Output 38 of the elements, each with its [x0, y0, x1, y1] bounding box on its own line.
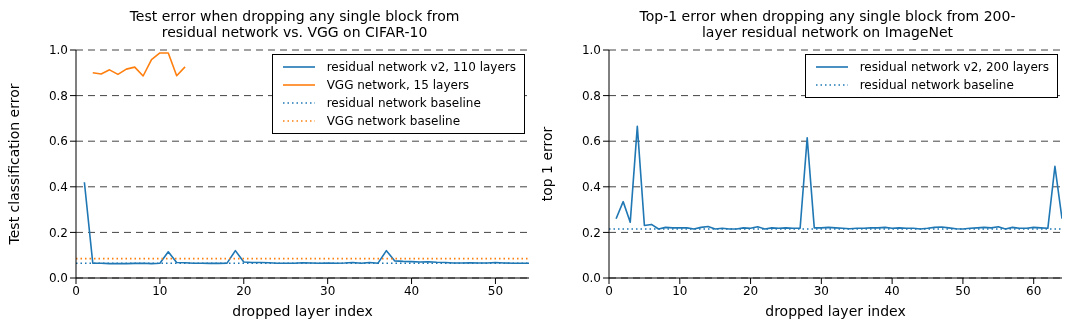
legend-label: residual network baseline [326, 96, 481, 110]
y-tick-label: 0.4 [581, 180, 601, 195]
x-tick-label: 20 [742, 283, 759, 298]
legend-label: residual network v2, 200 layers [859, 60, 1049, 74]
legend-label: residual network v2, 110 layers [326, 60, 516, 74]
y-tick-label: 0.0 [581, 271, 601, 286]
legend-label: VGG network, 15 layers [326, 78, 470, 92]
x-tick-label: 50 [487, 283, 504, 298]
chart-title: Top-1 error when dropping any single block from 200-layer residual network on ImageNet [638, 8, 1017, 42]
x-tick-label: 30 [813, 283, 829, 298]
chart-title: Test error when dropping any single block from residual network vs. VGG on CIFAR-10 [128, 8, 461, 42]
x-axis-title: dropped layer index [232, 303, 373, 319]
y-axis-title: top 1 error [538, 126, 555, 202]
x-tick-label: 20 [236, 283, 252, 298]
y-tick-label: 0.0 [48, 271, 68, 286]
x-tick-label: 30 [320, 283, 336, 298]
y-tick-label: 0.2 [48, 225, 68, 240]
x-tick-label: 60 [1026, 283, 1042, 298]
x-axis-title: dropped layer index [765, 303, 906, 319]
y-tick-label: 1.0 [581, 43, 601, 58]
y-tick-label: 0.4 [48, 180, 68, 195]
x-tick-label: 10 [152, 283, 168, 298]
y-tick-label: 0.8 [48, 88, 68, 103]
legend-label: VGG network baseline [326, 114, 461, 128]
y-tick-label: 0.6 [581, 134, 601, 149]
x-tick-label: 0 [605, 283, 613, 298]
legend-label: residual network baseline [859, 78, 1014, 92]
x-tick-label: 10 [672, 283, 688, 298]
x-tick-label: 0 [72, 283, 80, 298]
y-tick-label: 0.8 [581, 88, 601, 103]
y-tick-label: 1.0 [48, 43, 68, 58]
y-tick-label: 0.2 [581, 225, 601, 240]
x-tick-label: 40 [884, 283, 900, 298]
y-tick-label: 0.6 [48, 134, 68, 149]
y-axis-title: Test classification error [5, 83, 22, 246]
x-tick-label: 40 [403, 283, 420, 298]
x-tick-label: 50 [955, 283, 971, 298]
line-series [91, 52, 186, 77]
